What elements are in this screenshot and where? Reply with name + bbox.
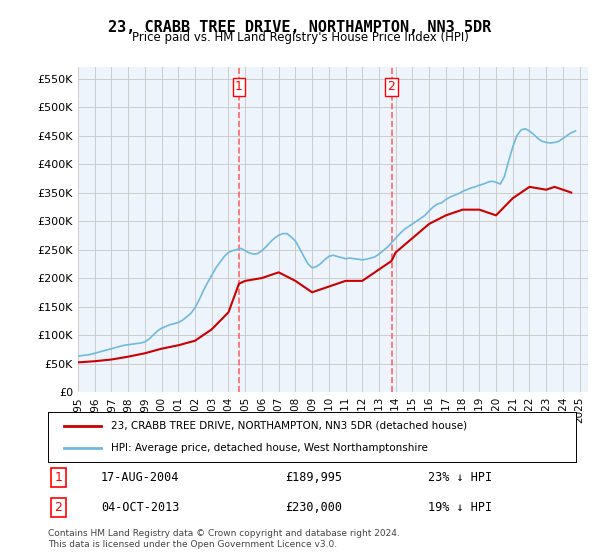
Text: £230,000: £230,000: [286, 501, 343, 514]
Text: Price paid vs. HM Land Registry's House Price Index (HPI): Price paid vs. HM Land Registry's House …: [131, 31, 469, 44]
Text: 2: 2: [388, 80, 395, 93]
Text: 17-AUG-2004: 17-AUG-2004: [101, 471, 179, 484]
Text: Contains HM Land Registry data © Crown copyright and database right 2024.
This d: Contains HM Land Registry data © Crown c…: [48, 529, 400, 549]
Text: 23, CRABB TREE DRIVE, NORTHAMPTON, NN3 5DR: 23, CRABB TREE DRIVE, NORTHAMPTON, NN3 5…: [109, 20, 491, 35]
Text: £189,995: £189,995: [286, 471, 343, 484]
Text: 1: 1: [55, 471, 62, 484]
Text: 1: 1: [235, 80, 243, 93]
Text: 2: 2: [55, 501, 62, 514]
Text: 23, CRABB TREE DRIVE, NORTHAMPTON, NN3 5DR (detached house): 23, CRABB TREE DRIVE, NORTHAMPTON, NN3 5…: [112, 421, 467, 431]
Text: 23% ↓ HPI: 23% ↓ HPI: [428, 471, 492, 484]
Text: HPI: Average price, detached house, West Northamptonshire: HPI: Average price, detached house, West…: [112, 443, 428, 453]
Text: 04-OCT-2013: 04-OCT-2013: [101, 501, 179, 514]
Text: 19% ↓ HPI: 19% ↓ HPI: [428, 501, 492, 514]
